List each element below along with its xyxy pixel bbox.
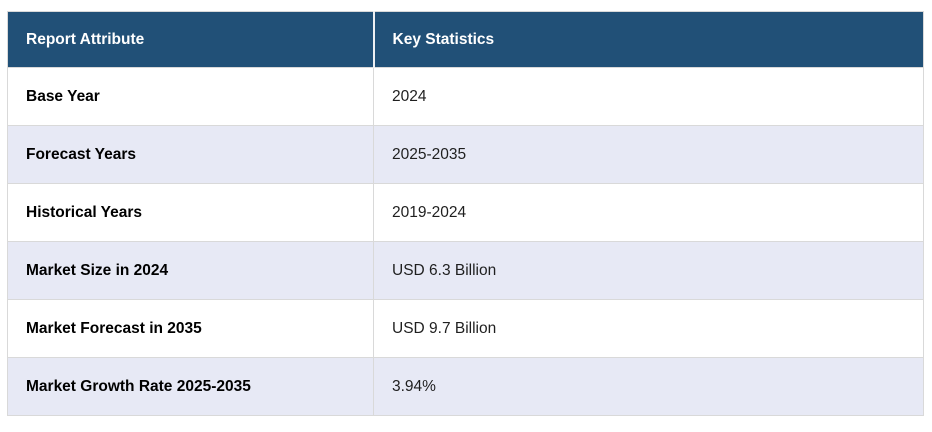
value-cell: USD 6.3 Billion — [373, 241, 924, 300]
value-cell: 3.94% — [373, 357, 924, 416]
attribute-cell: Market Size in 2024 — [7, 241, 374, 300]
attribute-cell: Historical Years — [7, 183, 374, 242]
column-header-key-statistics: Key Statistics — [372, 11, 924, 68]
value-cell: 2019-2024 — [373, 183, 924, 242]
report-statistics-table-container: Report Attribute Key Statistics Base Yea… — [7, 11, 924, 416]
attribute-cell: Base Year — [7, 67, 374, 126]
value-cell: USD 9.7 Billion — [373, 299, 924, 358]
table-row: Market Size in 2024 USD 6.3 Billion — [7, 241, 924, 300]
table-row: Forecast Years 2025-2035 — [7, 125, 924, 184]
table-row: Historical Years 2019-2024 — [7, 183, 924, 242]
table-header-row: Report Attribute Key Statistics — [7, 11, 924, 68]
table-row: Base Year 2024 — [7, 67, 924, 126]
value-cell: 2024 — [373, 67, 924, 126]
report-statistics-table: Report Attribute Key Statistics Base Yea… — [7, 11, 924, 416]
attribute-cell: Market Forecast in 2035 — [7, 299, 374, 358]
table-row: Market Growth Rate 2025-2035 3.94% — [7, 357, 924, 416]
attribute-cell: Market Growth Rate 2025-2035 — [7, 357, 374, 416]
table-row: Market Forecast in 2035 USD 9.7 Billion — [7, 299, 924, 358]
column-header-report-attribute: Report Attribute — [7, 11, 374, 68]
value-cell: 2025-2035 — [373, 125, 924, 184]
attribute-cell: Forecast Years — [7, 125, 374, 184]
